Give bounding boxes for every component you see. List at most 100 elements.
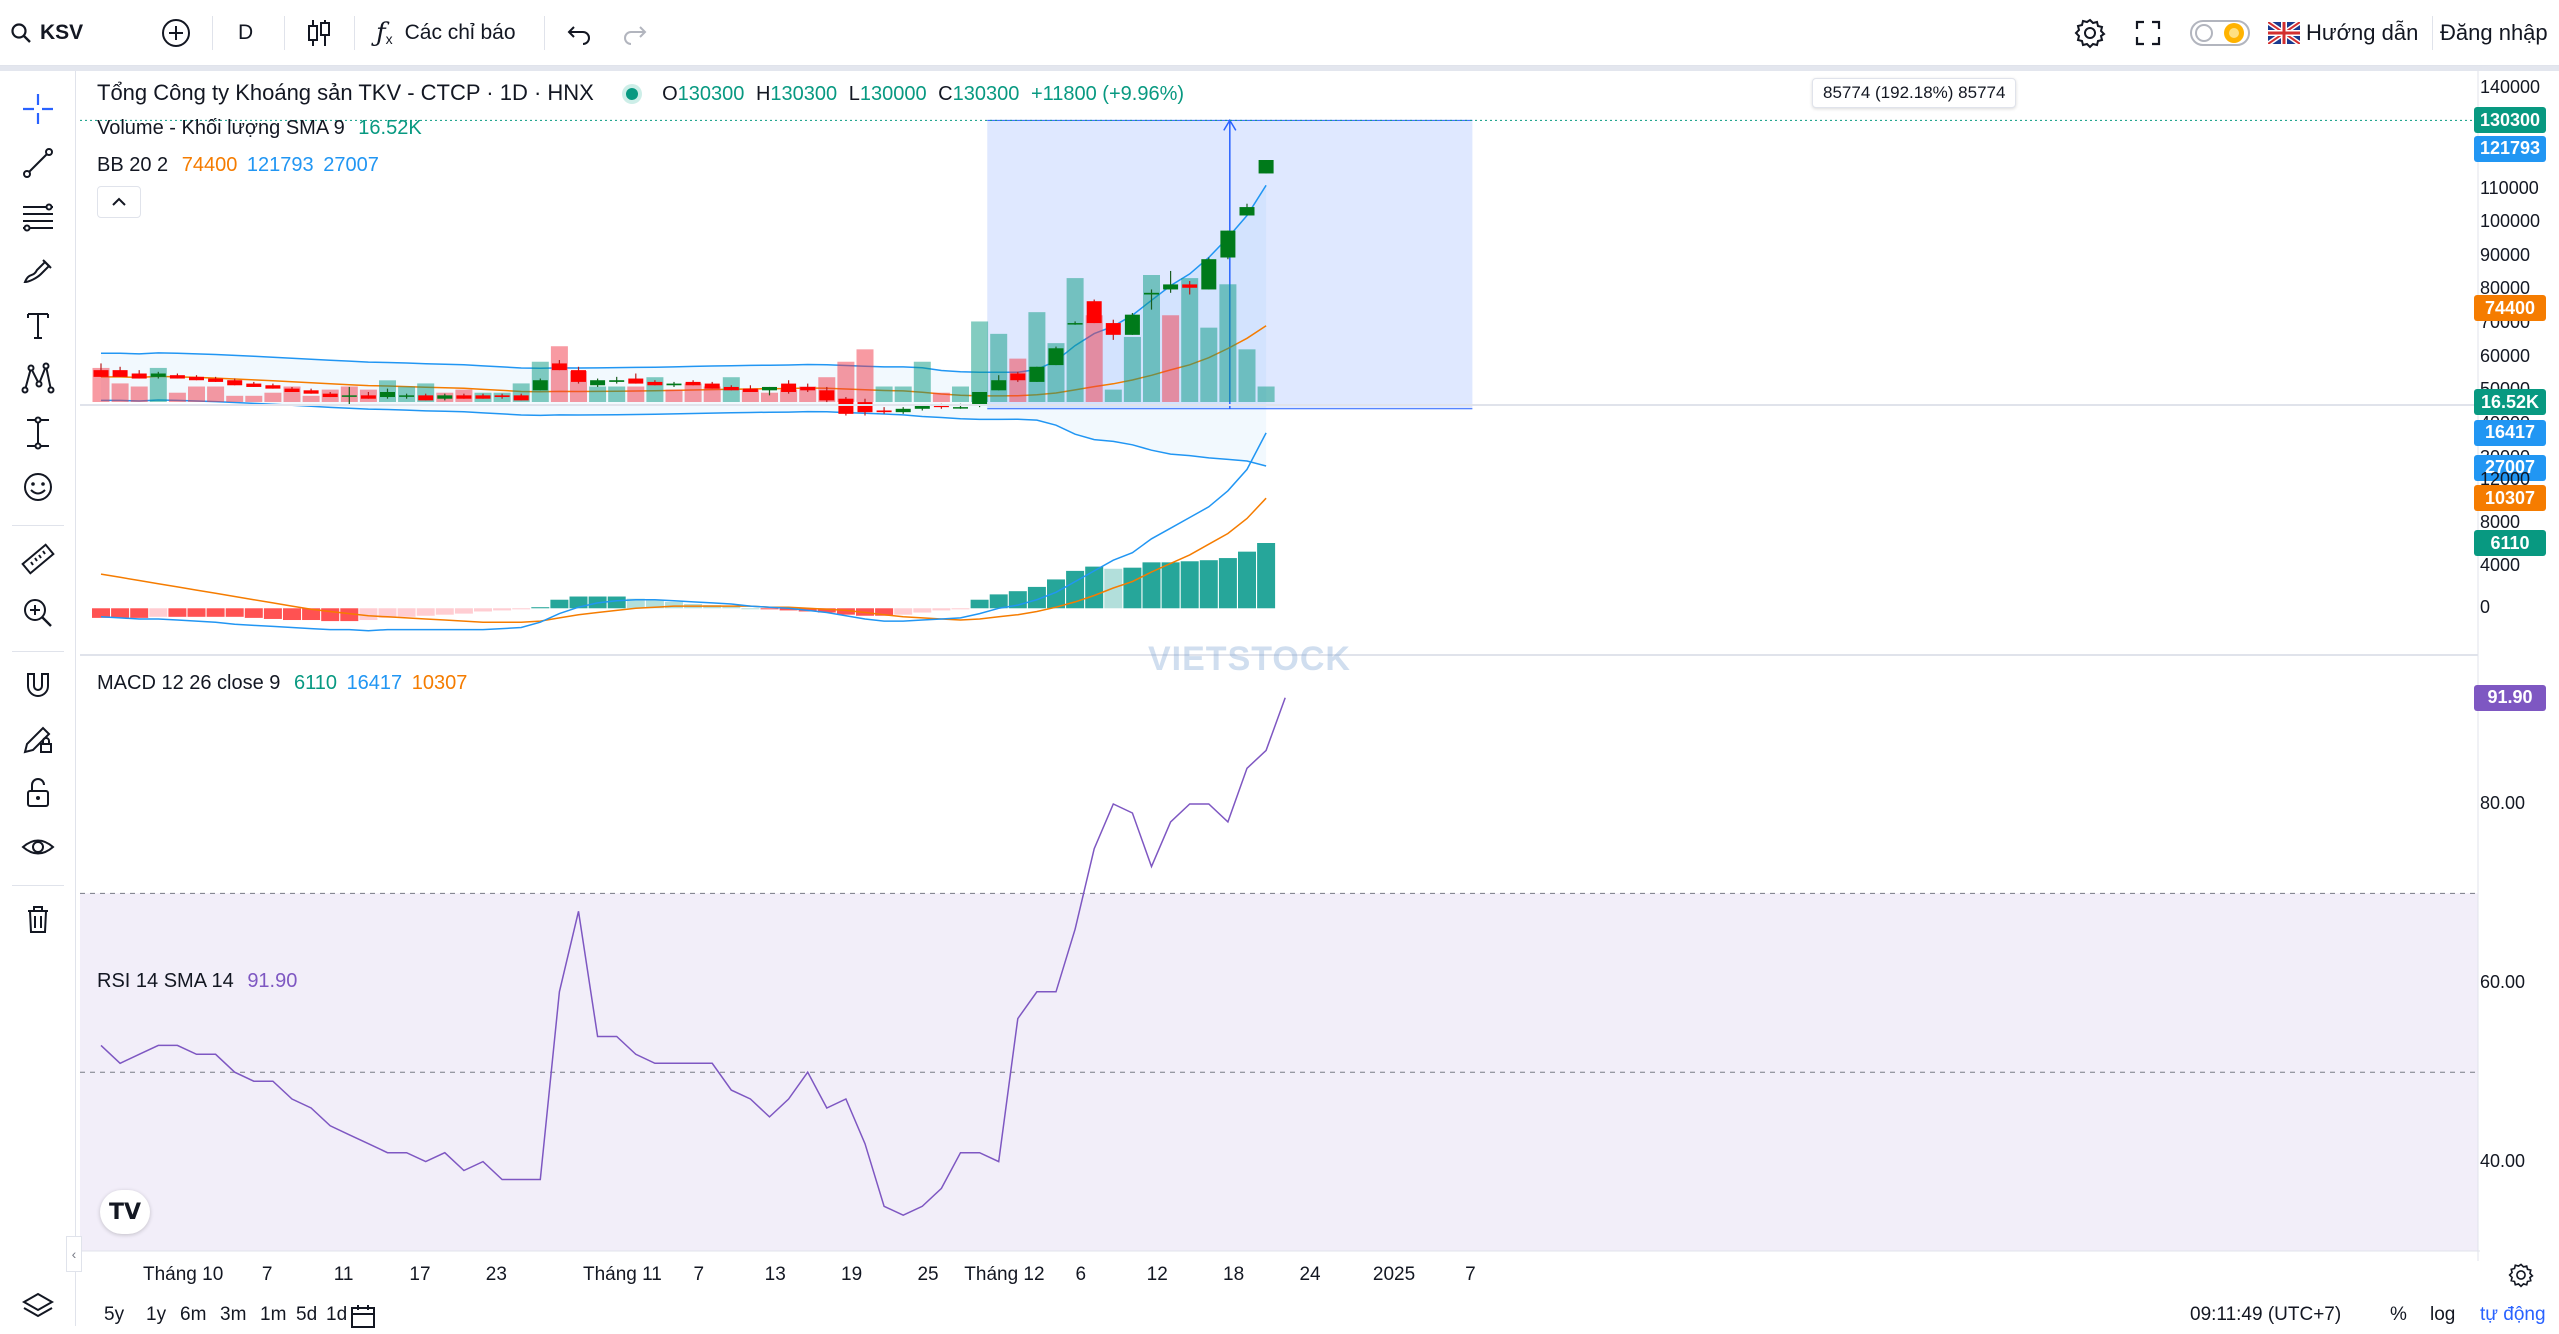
redo-button[interactable] [622, 0, 648, 66]
macd-signal-line [100, 497, 1267, 623]
range-button-3m[interactable]: 3m [220, 1304, 247, 1325]
price-badge: 27007 [2474, 454, 2546, 481]
date-range-button[interactable] [350, 1304, 376, 1334]
login-link[interactable]: Đăng nhập [2440, 0, 2548, 66]
fib-tool[interactable] [14, 193, 62, 241]
redo-icon [624, 26, 647, 45]
volume-bar [971, 321, 989, 402]
candle-body [666, 383, 682, 386]
zoom-tool[interactable] [14, 589, 62, 637]
text-icon [27, 313, 49, 339]
price-badge: 130300 [2474, 107, 2546, 134]
collapse-legend-button[interactable] [97, 186, 141, 218]
ruler-tool[interactable] [14, 535, 62, 583]
chart-canvas[interactable] [80, 71, 2480, 1261]
rsi-band-fill [80, 893, 2478, 1251]
log-toggle[interactable]: log [2430, 1304, 2456, 1325]
rsi-legend[interactable]: RSI 14 SMA 14 91.90 [97, 970, 297, 993]
volume-bar [589, 386, 607, 402]
guide-link[interactable]: Hướng dẫn [2268, 0, 2418, 66]
trend-line-tool[interactable] [14, 139, 62, 187]
hide-drawings-tool[interactable] [14, 823, 62, 871]
bb-legend[interactable]: BB 20 2 74400 121793 27007 [97, 154, 379, 177]
candle-body [704, 383, 720, 389]
time-tick: 18 [1223, 1264, 1245, 1285]
percent-toggle[interactable]: % [2390, 1304, 2407, 1325]
range-button-1y[interactable]: 1y [146, 1304, 167, 1325]
tradingview-logo[interactable]: 𝗧𝗩 [100, 1190, 150, 1234]
time-axis-settings[interactable] [2508, 1262, 2534, 1293]
plus-circle-icon [162, 19, 190, 47]
lock-drawing-tool[interactable] [14, 715, 62, 763]
undo-icon [567, 26, 590, 45]
volume-bar [627, 386, 645, 402]
candle-body [972, 391, 988, 406]
text-tool[interactable] [14, 301, 62, 349]
pattern-tool[interactable] [14, 355, 62, 403]
watermark-logo: VIETSTOCK [1148, 640, 1351, 678]
symbol-search[interactable]: KSV [10, 0, 83, 66]
range-button-1d[interactable]: 1d [326, 1304, 348, 1325]
volume-bar [1162, 315, 1180, 402]
volume-bar [799, 386, 817, 402]
range-button-1m[interactable]: 1m [260, 1304, 287, 1325]
range-button-6m[interactable]: 6m [180, 1304, 207, 1325]
volume-legend[interactable]: Volume - Khối lượng SMA 9 16.52K [97, 117, 422, 140]
candle-body [876, 410, 892, 413]
emoji-tool[interactable] [14, 463, 62, 511]
magnet-tool[interactable] [14, 661, 62, 709]
gear-icon [2074, 18, 2106, 49]
macd-hist-bar [531, 607, 550, 609]
candle-body [418, 395, 434, 401]
macd-legend[interactable]: MACD 12 26 close 9 6110 16417 10307 [97, 672, 467, 695]
symbol-title[interactable]: Tổng Công ty Khoáng sản TKV - CTCP · 1D … [97, 80, 594, 105]
smiley-icon [24, 473, 52, 501]
low-value: 130000 [859, 83, 927, 105]
interval-button[interactable]: D [238, 0, 253, 66]
candle-body [991, 380, 1007, 391]
range-button-5y[interactable]: 5y [104, 1304, 125, 1325]
macd-hist-bar [1257, 543, 1276, 609]
candle-body [895, 408, 911, 413]
candle-body [1048, 348, 1064, 366]
candle-body [1239, 207, 1255, 216]
candle-body [1124, 314, 1140, 335]
delete-drawings-tool[interactable] [14, 895, 62, 943]
candle-body [933, 405, 949, 408]
candle-body [1258, 160, 1274, 174]
collapse-panel-handle[interactable]: ‹ [66, 1236, 82, 1272]
compare-button[interactable] [160, 0, 192, 66]
volume-bars [92, 275, 1275, 402]
clock-readout[interactable]: 09:11:49 (UTC+7) [2190, 1304, 2342, 1325]
candles-icon [308, 20, 330, 46]
theme-toggle[interactable] [2190, 0, 2250, 66]
range-button-5d[interactable]: 5d [296, 1304, 318, 1325]
lock-all-tool[interactable] [14, 769, 62, 817]
macd-hist-bar [435, 608, 454, 615]
crosshair-tool[interactable] [14, 85, 62, 133]
volume-bar [913, 361, 931, 402]
login-label: Đăng nhập [2440, 20, 2548, 45]
gear-icon [2508, 1263, 2534, 1288]
object-tree-button[interactable] [14, 1283, 62, 1331]
price-candles [93, 160, 1274, 416]
chart-type-button[interactable] [304, 0, 334, 66]
brush-tool[interactable] [14, 247, 62, 295]
fullscreen-button[interactable] [2134, 0, 2162, 66]
macd-hist-bar [607, 596, 626, 609]
macd-hist-bar [932, 608, 951, 611]
price-tick: 90000 [2480, 244, 2531, 265]
candle-body [1029, 366, 1045, 382]
macd-hist-bar [1180, 561, 1199, 609]
measure-range-tool[interactable] [14, 409, 62, 457]
settings-button[interactable] [2074, 0, 2106, 66]
macd-hist-bar [1027, 586, 1046, 609]
undo-button[interactable] [566, 0, 592, 66]
indicators-label: Các chỉ báo [404, 21, 516, 44]
auto-toggle[interactable]: tự động [2480, 1304, 2546, 1325]
candle-body [914, 405, 930, 409]
volume-bar [952, 386, 969, 402]
candle-body [1182, 284, 1198, 288]
separator [284, 16, 285, 50]
